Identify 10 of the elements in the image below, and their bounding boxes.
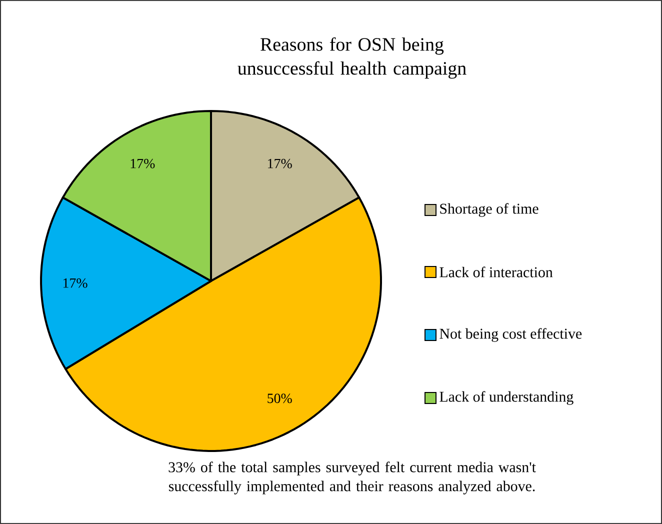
data-label: 17% <box>130 158 155 168</box>
data-label: 50% <box>268 394 292 404</box>
data-label: 17% <box>63 278 88 288</box>
chart-title: Reasons for OSN being unsuccessful health campaign <box>238 37 466 79</box>
legend-label: Lack of interaction <box>440 266 553 278</box>
legend-label: Lack of understanding <box>440 391 574 405</box>
data-label: 17% <box>268 158 292 168</box>
legend-label: Shortage of time <box>440 203 538 217</box>
legend-label: Not being cost effective <box>440 328 582 342</box>
text: 33% of the total samples surveyed felt current media wasn't successfully implemented and their reasons analyzed above. <box>168 462 536 494</box>
